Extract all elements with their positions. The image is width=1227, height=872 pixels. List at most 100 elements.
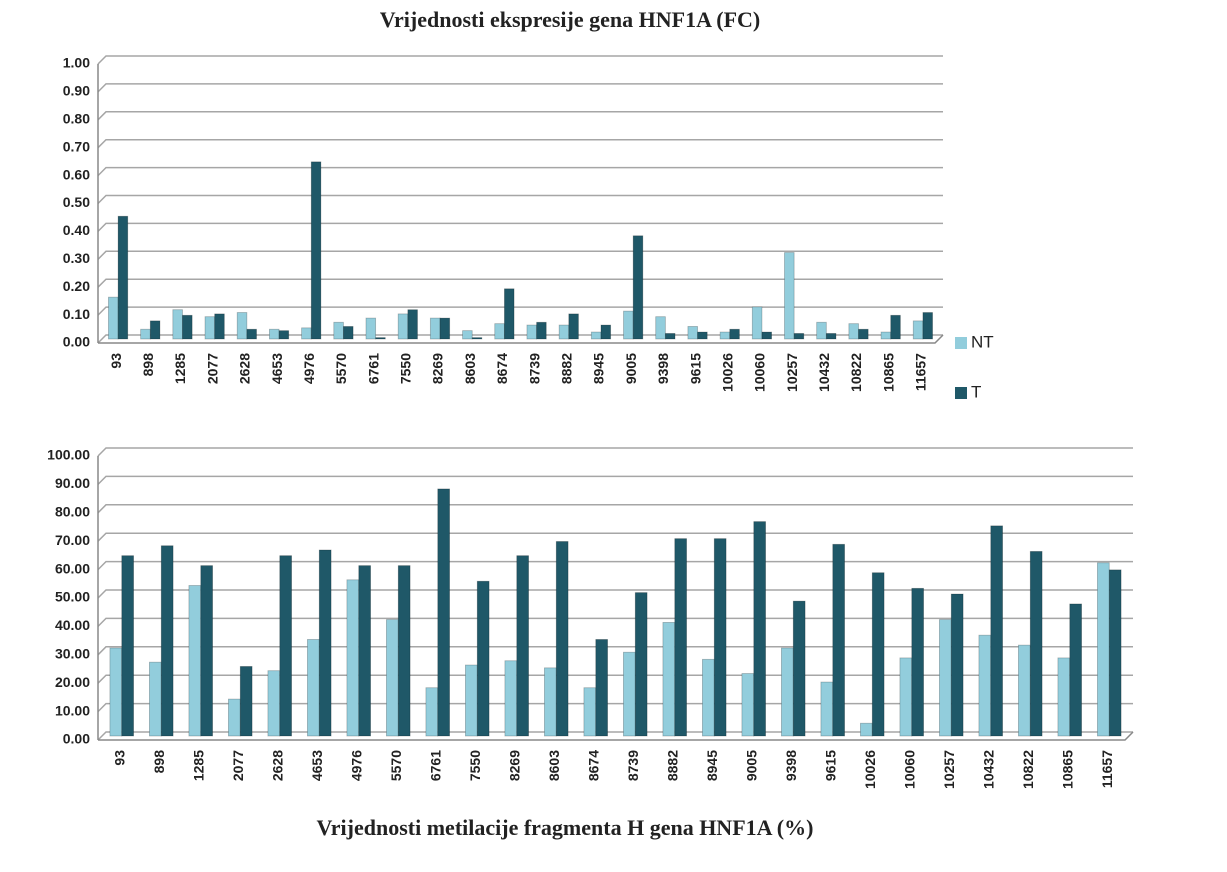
bar — [429, 317, 441, 340]
bar — [358, 565, 372, 737]
bar — [741, 673, 755, 737]
y-tick-label: 0.90 — [63, 83, 90, 99]
y-tick-label: 0.60 — [63, 166, 90, 182]
x-tick-label: 10257 — [784, 353, 800, 392]
x-tick-label: 2628 — [237, 353, 253, 384]
x-tick-label: 9615 — [822, 750, 838, 781]
legend-label: NT — [971, 332, 994, 351]
x-tick-label: 8674 — [494, 353, 510, 384]
y-tick-label: 0.20 — [63, 278, 90, 294]
y-tick-label: 90.00 — [55, 475, 90, 491]
bar — [149, 320, 161, 340]
bar — [236, 312, 248, 340]
x-axis — [98, 334, 944, 344]
x-tick-label: 5570 — [333, 353, 349, 384]
bar — [950, 593, 964, 737]
x-tick-label: 8269 — [430, 353, 446, 384]
bar — [301, 327, 312, 340]
y-tick-label: 1.00 — [63, 55, 90, 71]
bar — [204, 316, 216, 340]
legend-swatch — [955, 387, 967, 399]
bar — [820, 681, 834, 737]
grid-line — [97, 55, 943, 65]
bar — [1097, 562, 1110, 737]
x-tick-label: 10026 — [719, 353, 735, 392]
bar — [385, 619, 399, 737]
x-tick-label: 93 — [111, 750, 127, 766]
x-tick-label: 8674 — [585, 750, 601, 781]
y-tick-label: 0.10 — [63, 306, 90, 322]
bar — [751, 306, 763, 340]
bar — [397, 565, 411, 737]
grid-line — [97, 138, 943, 149]
bar — [476, 580, 490, 737]
x-tick-label: 4653 — [269, 353, 285, 384]
x-tick-label: 6761 — [365, 353, 381, 384]
x-tick-label: 10432 — [816, 353, 832, 392]
x-tick-label: 10822 — [1020, 750, 1036, 789]
bar — [279, 555, 293, 737]
grid-line — [97, 111, 943, 121]
x-axis — [98, 731, 1134, 741]
bar — [471, 337, 483, 340]
grid-line — [97, 589, 1133, 599]
legend-label: T — [971, 382, 981, 401]
bar — [526, 324, 537, 340]
y-tick-label: 60.00 — [55, 560, 90, 576]
x-tick-label: 10257 — [941, 750, 957, 789]
bar — [729, 328, 740, 340]
bar — [655, 316, 666, 340]
bar — [227, 698, 241, 737]
bar — [425, 687, 439, 737]
bar — [713, 538, 727, 737]
x-tick-label: 8603 — [462, 353, 478, 384]
bar — [365, 317, 377, 340]
bar — [858, 328, 869, 340]
legend-swatch — [955, 337, 967, 349]
bar — [536, 321, 547, 340]
bar — [516, 555, 530, 737]
grid-line — [97, 475, 1133, 485]
bar — [108, 296, 119, 340]
grid-line — [97, 83, 943, 93]
grid-line — [97, 702, 1133, 713]
grid-line — [97, 222, 943, 232]
bar — [832, 543, 846, 737]
bar — [121, 555, 135, 737]
bar — [464, 664, 478, 737]
bar — [182, 314, 193, 340]
bar — [558, 324, 570, 340]
y-tick-label: 40.00 — [55, 617, 90, 633]
grid-line — [97, 334, 943, 344]
bar — [939, 619, 952, 737]
bar — [816, 321, 827, 340]
bar — [911, 587, 925, 737]
x-tick-label: 6761 — [427, 750, 443, 781]
bar — [148, 661, 162, 737]
bar — [188, 585, 202, 737]
x-tick-label: 898 — [151, 750, 167, 774]
bar — [781, 647, 794, 737]
bar — [761, 331, 773, 340]
bar — [346, 579, 360, 737]
grid-line — [97, 447, 1133, 457]
bar — [1057, 657, 1071, 737]
bar — [568, 313, 579, 340]
bar — [719, 331, 731, 340]
bar — [848, 323, 859, 340]
bar — [160, 545, 174, 737]
x-tick-label: 4653 — [309, 750, 325, 781]
x-tick-label: 8945 — [591, 353, 607, 384]
x-tick-label: 8269 — [506, 750, 522, 781]
bar — [172, 309, 183, 340]
bar — [117, 215, 129, 340]
bar — [239, 666, 253, 737]
x-tick-label: 10060 — [752, 353, 768, 392]
bar — [268, 328, 280, 340]
bar — [871, 572, 885, 737]
x-tick-label: 4976 — [348, 750, 364, 781]
bar — [623, 310, 634, 340]
x-tick-label: 9615 — [687, 353, 703, 384]
chart-title: Vrijednosti ekspresije gena HNF1A (FC) — [380, 7, 760, 32]
bar — [784, 252, 795, 340]
